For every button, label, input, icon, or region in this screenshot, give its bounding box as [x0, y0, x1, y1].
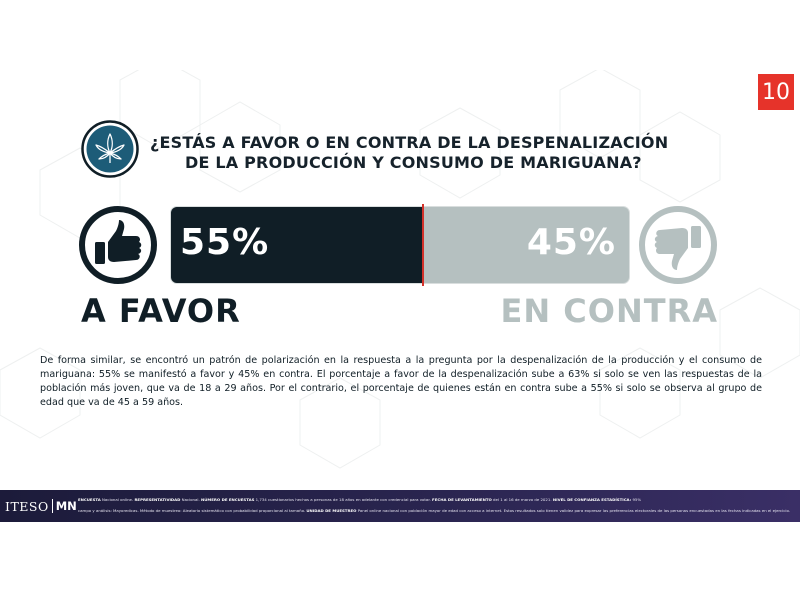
label-contra: EN CONTRA [500, 292, 718, 330]
footer-methodology-line-2: campo y análisis: Mayoredicas. Método de… [78, 508, 790, 513]
bar-segment-favor [171, 207, 423, 283]
question-line-2: DE LA PRODUCCIÓN Y CONSUMO DE MARIGUANA? [185, 153, 642, 172]
cannabis-leaf-icon [81, 120, 139, 178]
logo-separator [51, 499, 53, 513]
value-label-contra: 45% [526, 222, 616, 263]
bar-divider [421, 204, 424, 286]
question-title: ¿ESTÁS A FAVOR O EN CONTRA DE LA DESPENA… [150, 133, 670, 173]
footer-key: UNIDAD DE MUESTREO [306, 508, 357, 513]
footer-value: del 1 al 16 de marzo de 2021. [493, 497, 552, 502]
footer-key: FECHA DE LEVANTAMIENTO [432, 497, 492, 502]
logo-iteso: ITESO [5, 498, 49, 514]
thumbs-up-icon [79, 206, 157, 284]
footer-value: Panel online nacional con población mayo… [357, 508, 503, 513]
footer-methodology-line-1: ENCUESTA Nacional online. REPRESENTATIVI… [78, 497, 641, 502]
footer-key: REPRESENTATIVIDAD [134, 497, 181, 502]
footer-value: Nacional online. [102, 497, 134, 502]
footer-key: NIVEL DE CONFIANZA ESTADÍSTICA: [552, 497, 632, 502]
thumbs-down-icon [639, 206, 717, 284]
footer-value: campo y análisis: Mayoredicas. Método de… [78, 508, 306, 513]
footer-band: ITESO MN ENCUESTA Nacional online. REPRE… [0, 490, 800, 522]
footer-key: NÚMERO DE ENCUESTAS [200, 497, 255, 502]
stacked-bar [171, 207, 629, 283]
body-paragraph: De forma similar, se encontró un patrón … [40, 355, 762, 408]
footer-key: ENCUESTA [78, 497, 101, 502]
footer-value: Estos resultados solo tienen validez par… [503, 508, 790, 513]
footer-value: 95% [632, 497, 642, 502]
value-label-favor: 55% [180, 222, 270, 263]
iteso-mn-logo: ITESO MN [5, 490, 77, 522]
footer-value: 1,734 cuestionarios hechos a personas de… [255, 497, 431, 502]
footer-value: Nacional. [181, 497, 200, 502]
question-line-1: ¿ESTÁS A FAVOR O EN CONTRA DE LA DESPENA… [150, 133, 669, 152]
label-favor: A FAVOR [81, 292, 241, 330]
page-number-badge: 10 [758, 74, 794, 110]
logo-mn: MN [55, 499, 77, 513]
